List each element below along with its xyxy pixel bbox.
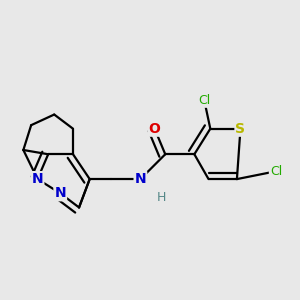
Text: Cl: Cl — [270, 165, 282, 178]
Text: O: O — [149, 122, 161, 136]
Text: Cl: Cl — [198, 94, 210, 107]
Text: N: N — [54, 186, 66, 200]
Text: H: H — [157, 191, 166, 204]
Text: S: S — [236, 122, 245, 136]
Text: N: N — [135, 172, 146, 186]
Text: N: N — [32, 172, 44, 186]
